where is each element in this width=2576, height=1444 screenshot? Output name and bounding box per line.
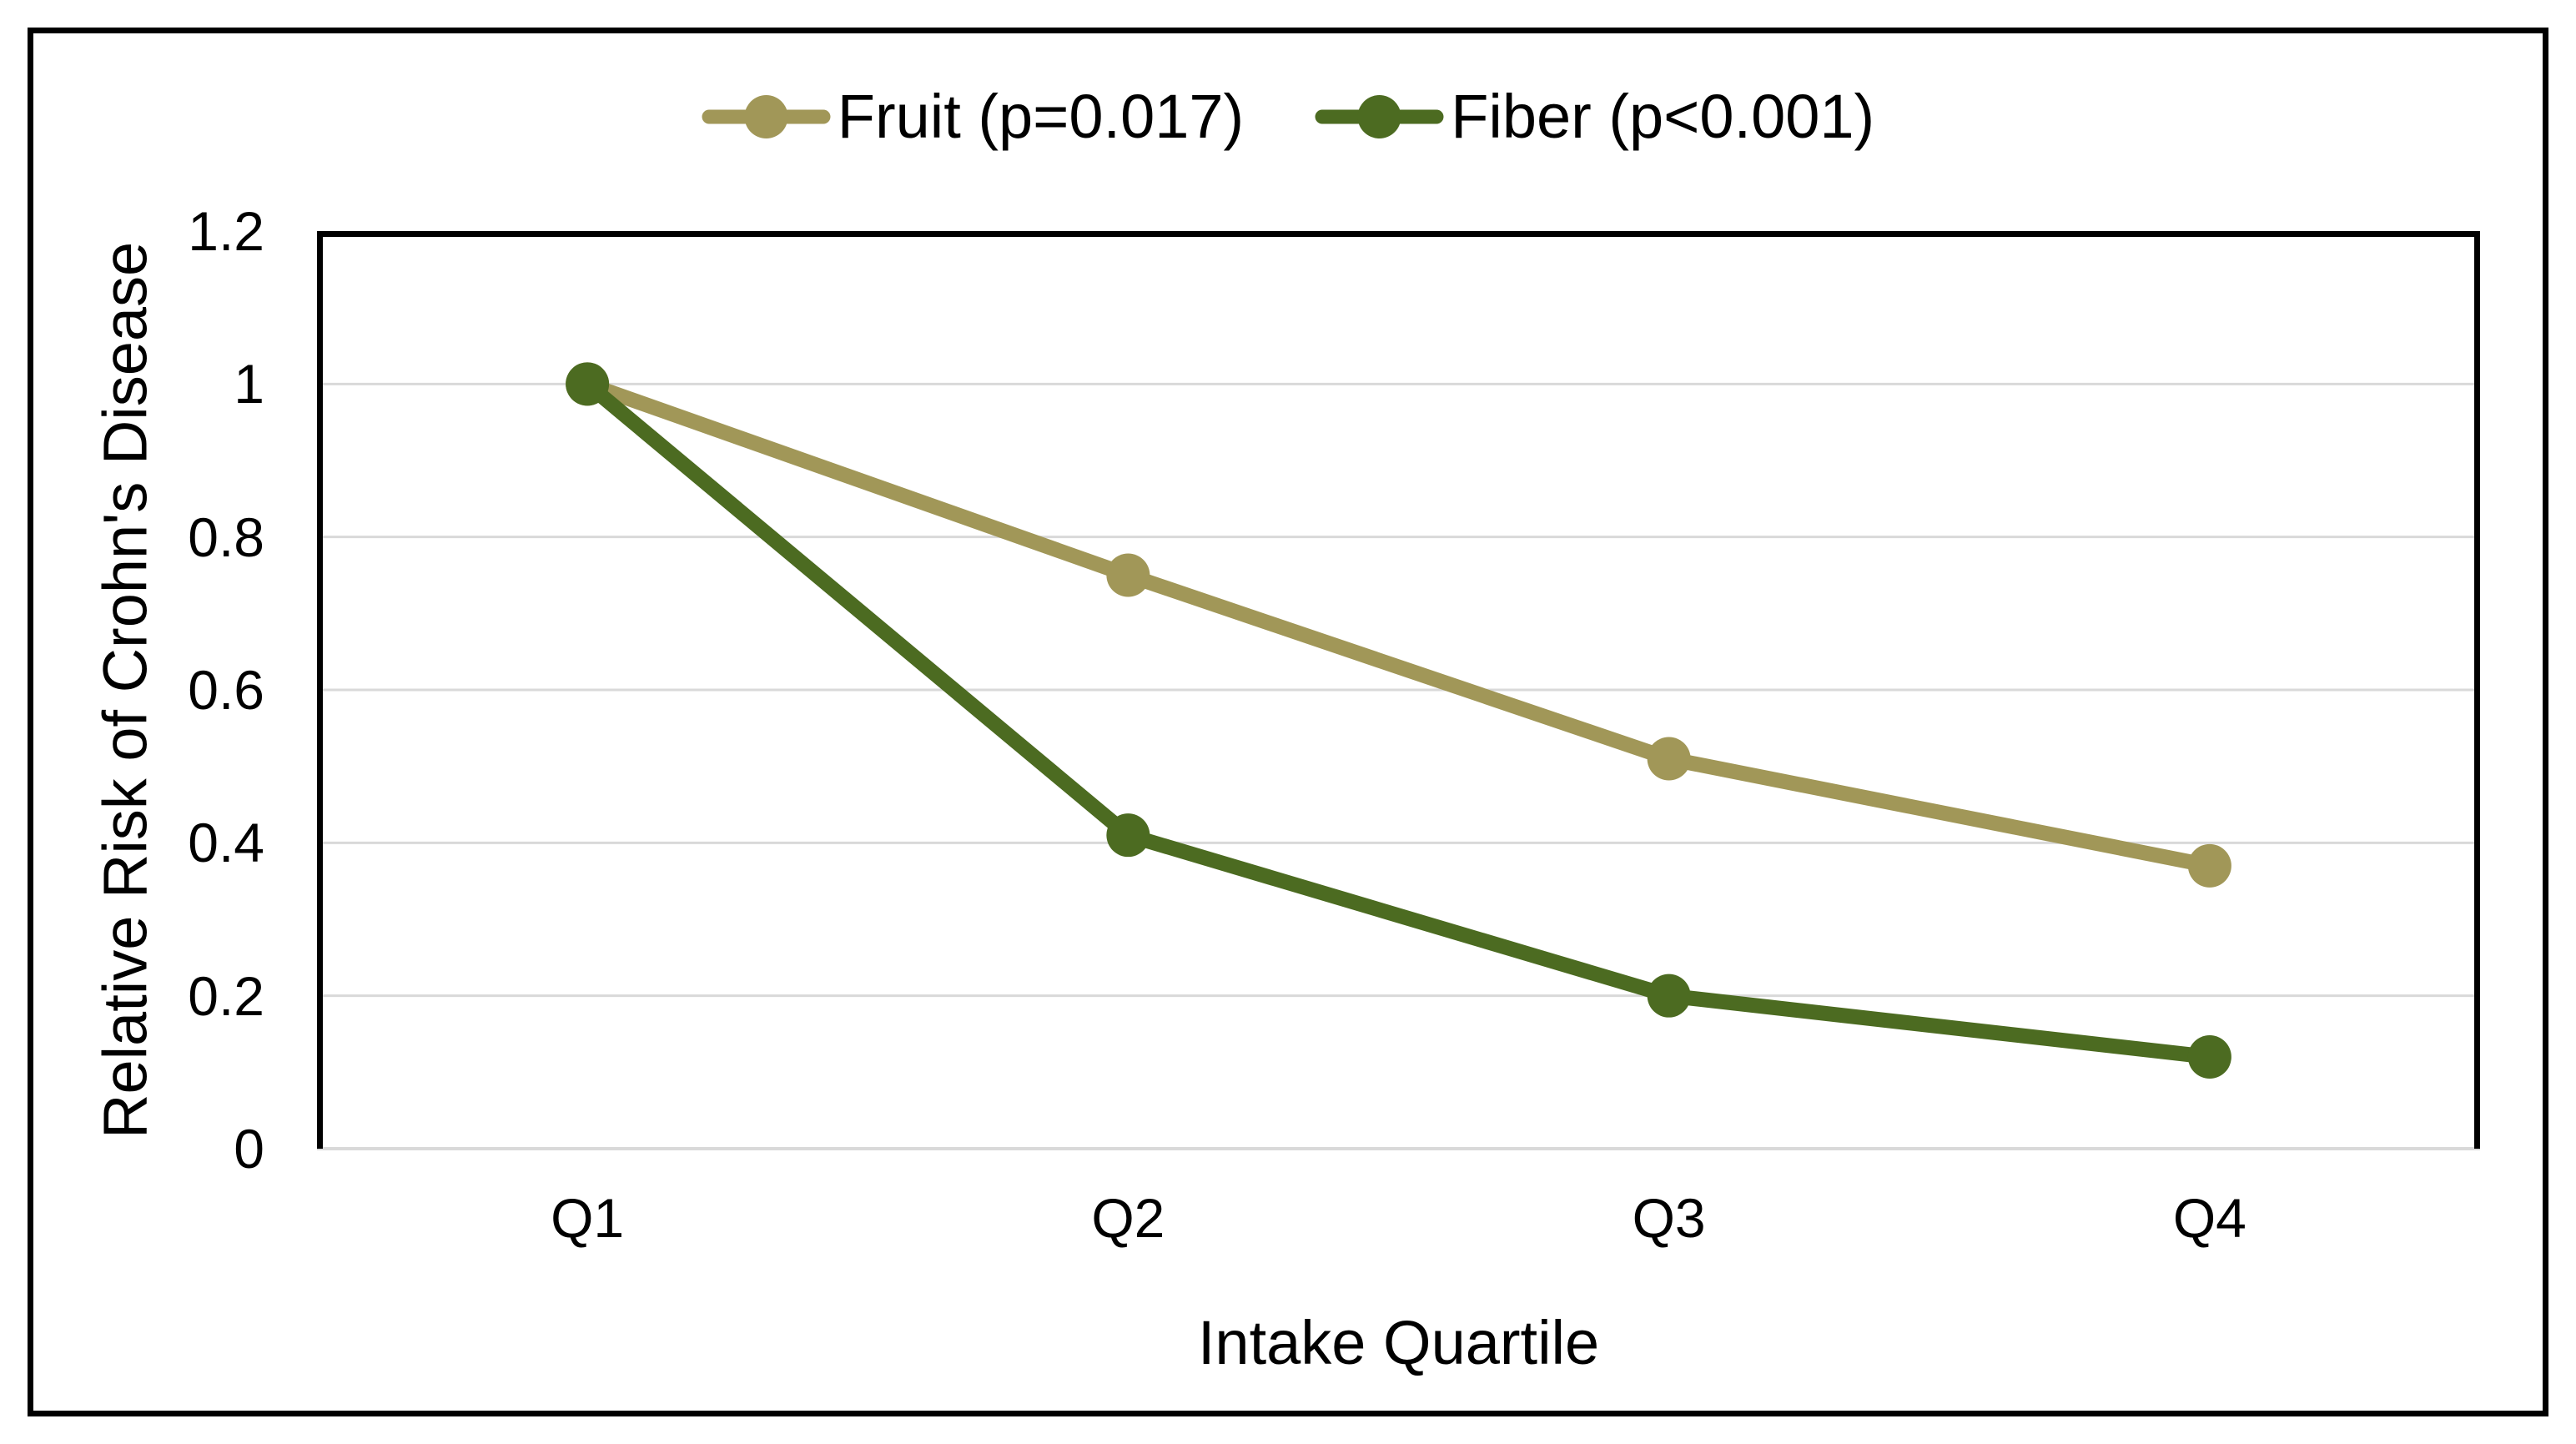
data-point [2187, 1035, 2231, 1079]
x-tick-label: Q4 [2172, 1187, 2246, 1249]
legend-marker-icon [1315, 95, 1444, 138]
x-tick-label: Q3 [1632, 1187, 1706, 1249]
data-point [2187, 843, 2231, 888]
legend-marker-icon [702, 95, 831, 138]
y-tick-label: 0.6 [188, 659, 264, 721]
data-point [1647, 974, 1691, 1018]
data-point [1106, 553, 1150, 597]
x-axis-title: Intake Quartile [1197, 1308, 1600, 1377]
plot-area [317, 231, 2480, 1150]
legend: Fruit (p=0.017) Fiber (p<0.001) [0, 82, 2576, 152]
y-tick-label: 0.4 [188, 812, 264, 874]
data-point [1106, 813, 1150, 858]
legend-label: Fruit (p=0.017) [837, 82, 1245, 151]
y-tick-label: 1.2 [188, 200, 264, 262]
legend-item: Fiber (p<0.001) [1315, 82, 1874, 152]
data-point [566, 362, 610, 406]
y-tick-label: 1 [234, 353, 264, 415]
data-point [1647, 737, 1691, 781]
y-tick-label: 0.8 [188, 506, 264, 568]
x-tick-label: Q1 [551, 1187, 625, 1249]
legend-item: Fruit (p=0.017) [702, 82, 1244, 152]
legend-label: Fiber (p<0.001) [1451, 82, 1875, 151]
series-line [580, 376, 2217, 873]
y-tick-label: 0 [234, 1118, 264, 1180]
series-line [580, 376, 2217, 1064]
y-tick-label: 0.2 [188, 964, 264, 1027]
x-tick-label: Q2 [1091, 1187, 1165, 1249]
